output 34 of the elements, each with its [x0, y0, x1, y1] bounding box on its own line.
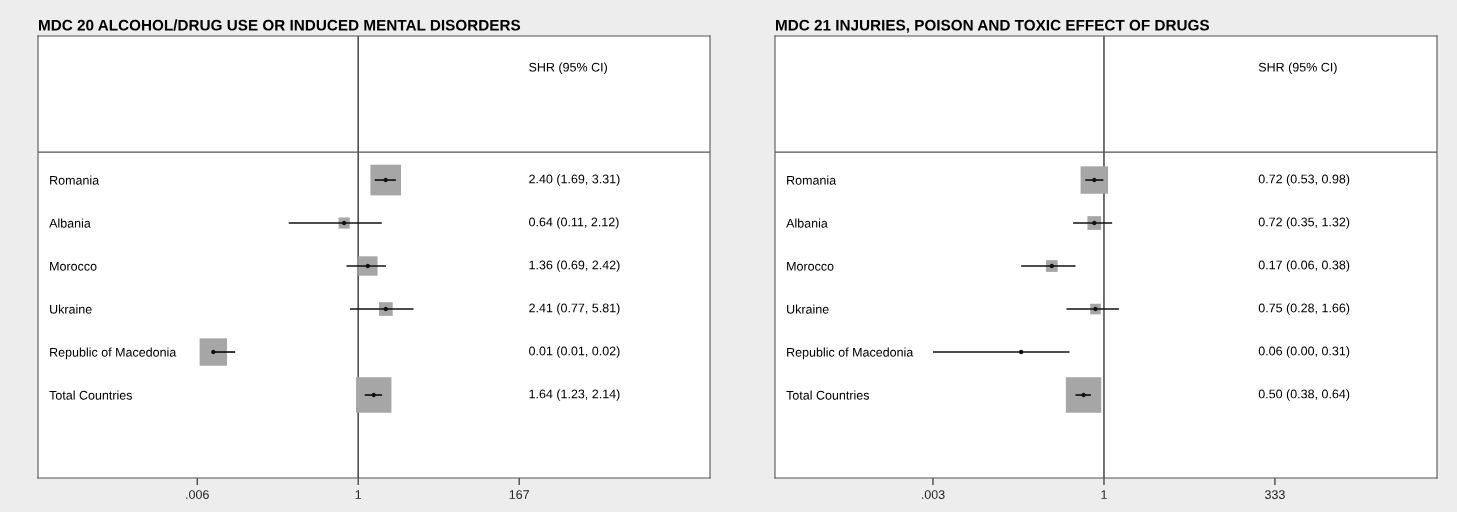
x-tick-label: 167: [509, 490, 529, 499]
y-tick-label: Republic of Macedonia: [50, 347, 177, 360]
annotation: 0.64 (0.11, 2.12): [529, 217, 619, 229]
x-tick-label: 1: [355, 490, 362, 499]
chart-title: MDC 20 ALCOHOL/DRUG USE OR INDUCED MENTAL DISORDERS: [39, 19, 521, 31]
y-tick-label: Total Countries: [786, 390, 870, 400]
y-tick-label: Morocco: [787, 261, 834, 271]
annotation: 0.17 (0.06, 0.38): [1258, 260, 1350, 272]
annotation: 0.50 (0.38, 0.64): [1258, 389, 1350, 401]
y-tick-label: Ukraine: [50, 304, 92, 314]
y-tick-label: Albania: [786, 218, 828, 228]
x-tick-label: .006: [186, 490, 209, 499]
y-tick-label: Albania: [49, 218, 91, 228]
x-tick-label: .003: [921, 490, 945, 499]
annotation: 2.40 (1.69, 3.31): [529, 174, 620, 186]
annotation: 0.01 (0.01, 0.02): [529, 346, 620, 358]
x-tick-label: 333: [1264, 490, 1285, 499]
annotation: 2.41 (0.77, 5.81): [529, 303, 620, 315]
annotation: 0.75 (0.28, 1.66): [1258, 303, 1350, 315]
y-tick-label: Total Countries: [49, 390, 133, 400]
annotation: 0.72 (0.35, 1.32): [1258, 217, 1350, 229]
annotation: 0.06 (0.00, 0.31): [1258, 346, 1350, 358]
annotation: 1.36 (0.69, 2.42): [529, 260, 620, 272]
text: SHR (95% CI): [1258, 62, 1337, 75]
text: SHR (95% CI): [529, 62, 607, 75]
chart-title: MDC 21 INJURIES, POISON AND TOXIC EFFECT OF DRUGS: [776, 19, 1210, 33]
y-tick-label: Romania: [787, 175, 837, 185]
x-tick-label: 1: [1101, 490, 1107, 499]
y-tick-label: Morocco: [50, 261, 97, 271]
annotation: 0.72 (0.53, 0.98): [1258, 174, 1350, 186]
annotation: 1.64 (1.23, 2.14): [529, 389, 620, 401]
y-tick-label: Republic of Macedonia: [787, 347, 914, 360]
y-tick-label: Ukraine: [787, 304, 829, 314]
y-tick-label: Romania: [50, 175, 100, 185]
